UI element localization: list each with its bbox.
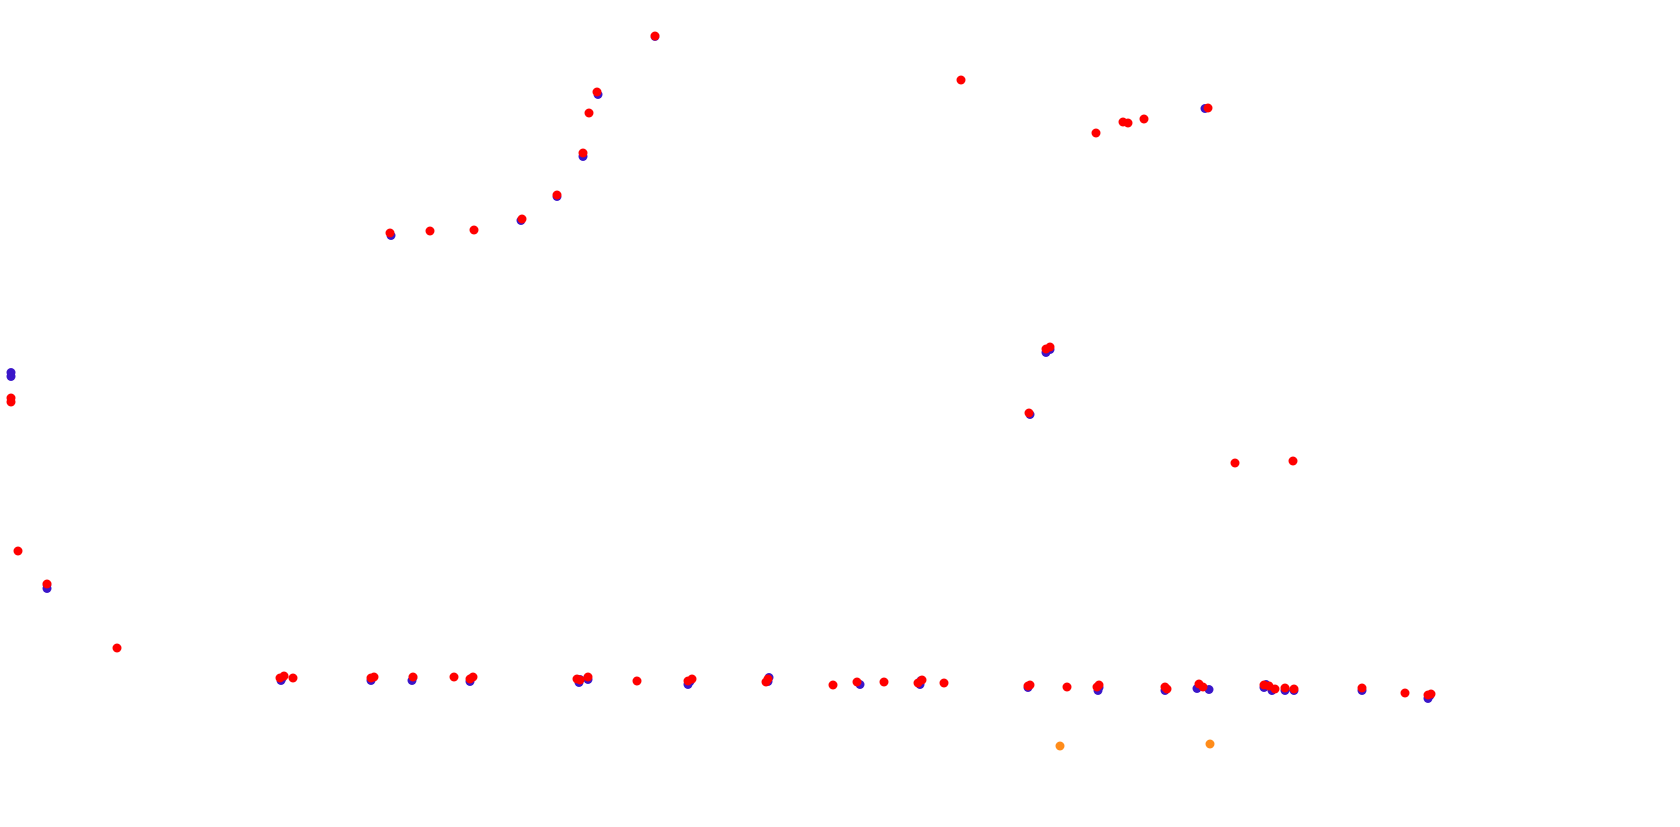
detected-point-59 (1139, 114, 1149, 124)
detected-point-62 (1045, 342, 1055, 352)
detected-point-60 (1203, 103, 1213, 113)
detected-point-15 (575, 675, 585, 685)
detected-point-46 (385, 228, 395, 238)
detected-point-63 (1024, 408, 1034, 418)
reference-point-1 (6, 372, 16, 381)
detected-point-17 (632, 676, 642, 686)
unmatched-point-1 (1205, 739, 1215, 749)
detected-point-6 (279, 671, 289, 681)
detected-point-65 (1288, 456, 1298, 466)
detected-point-26 (917, 675, 927, 685)
unmatched-point-0 (1055, 741, 1065, 751)
detected-point-4 (112, 643, 122, 653)
detected-point-50 (552, 190, 562, 200)
detected-point-47 (425, 226, 435, 236)
detected-point-1 (6, 397, 16, 407)
detected-point-52 (584, 108, 594, 118)
detected-point-41 (1289, 684, 1299, 694)
detected-point-9 (369, 672, 379, 682)
detected-point-29 (1025, 680, 1035, 690)
detected-point-56 (1091, 128, 1101, 138)
detected-point-34 (1162, 684, 1172, 694)
detected-point-24 (879, 677, 889, 687)
detected-points-layer (6, 31, 1436, 700)
detected-point-7 (288, 673, 298, 683)
detected-point-51 (578, 148, 588, 158)
detected-point-11 (449, 672, 459, 682)
detected-point-13 (468, 672, 478, 682)
detected-point-48 (469, 225, 479, 235)
detected-point-58 (1123, 118, 1133, 128)
detected-point-19 (687, 674, 697, 684)
detected-point-3 (42, 579, 52, 589)
detected-point-40 (1280, 683, 1290, 693)
unmatched-points-layer (1055, 739, 1215, 751)
detected-point-39 (1270, 684, 1280, 694)
detected-point-55 (956, 75, 966, 85)
detected-point-30 (1062, 682, 1072, 692)
detected-point-2 (13, 546, 23, 556)
detected-point-49 (517, 214, 527, 224)
detected-point-22 (828, 680, 838, 690)
detected-point-32 (1094, 680, 1104, 690)
detected-point-45 (1426, 689, 1436, 699)
detected-point-23 (852, 677, 862, 687)
detected-point-21 (763, 674, 773, 684)
detected-point-53 (592, 87, 602, 97)
detected-point-36 (1198, 682, 1208, 692)
detected-point-64 (1230, 458, 1240, 468)
detected-point-27 (939, 678, 949, 688)
detected-point-42 (1357, 683, 1367, 693)
detected-point-43 (1400, 688, 1410, 698)
detected-point-16 (583, 672, 593, 682)
detected-point-10 (408, 672, 418, 682)
detected-point-54 (650, 31, 660, 41)
